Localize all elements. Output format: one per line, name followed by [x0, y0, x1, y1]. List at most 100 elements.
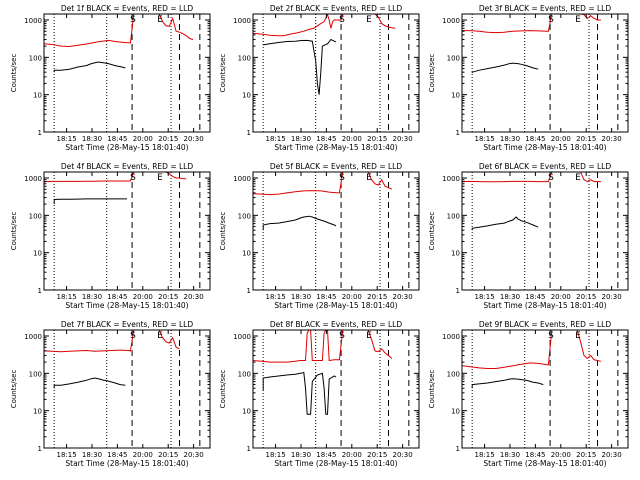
series-events-black [53, 61, 126, 73]
x-tick-label: 20:30 [393, 451, 413, 459]
x-tick-label: 20:15 [158, 451, 178, 459]
series-events-black [53, 377, 126, 389]
plot-frame [461, 171, 629, 291]
y-tick-label: 10 [33, 408, 42, 416]
x-axis-label: Start Time (28-May-15 18:01:40) [274, 143, 397, 152]
x-tick-label: 18:30 [82, 135, 102, 143]
x-tick-label: 20:30 [393, 135, 413, 143]
y-axis-label: Counts/sec [428, 370, 436, 409]
s-label: S [548, 331, 554, 341]
x-tick-label: 20:15 [158, 293, 178, 301]
detector-panel: Det 2f BLACK = Events, RED = LLD S E 18:15 1… [219, 4, 420, 152]
x-tick-label: 18:45 [525, 135, 545, 143]
y-tick-label: 1000 [233, 17, 251, 25]
y-tick-label: 1 [38, 287, 42, 295]
x-tick-label: 20:00 [551, 135, 571, 143]
plot-frame [43, 171, 211, 291]
series-group [462, 172, 601, 231]
x-tick-label: 18:30 [82, 293, 102, 301]
y-axis-label: Counts/sec [10, 370, 18, 409]
plot-frame [43, 13, 211, 133]
y-tick-label: 1 [247, 445, 251, 453]
marker-lines [53, 172, 201, 290]
panel-title: Det 1f BLACK = Events, RED = LLD [61, 4, 194, 13]
s-label: S [339, 173, 345, 183]
x-tick-label: 20:15 [576, 293, 596, 301]
x-tick-label: 20:30 [184, 293, 204, 301]
plot-frame [252, 329, 420, 449]
x-axis-label: Start Time (28-May-15 18:01:40) [65, 301, 188, 310]
series-events-black [471, 216, 539, 231]
panels-layer: Det 1f BLACK = Events, RED = LLD S E 18:15 1… [10, 4, 629, 468]
y-tick-label: 100 [238, 212, 251, 220]
x-axis-label: Start Time (28-May-15 18:01:40) [274, 301, 397, 310]
y-tick-label: 1000 [24, 175, 42, 183]
marker-lines [262, 172, 410, 290]
detector-panel: Det 5f BLACK = Events, RED = LLD S E 18:15 1… [219, 162, 420, 310]
plot-frame [43, 329, 211, 449]
x-tick-label: 18:15 [56, 293, 76, 301]
y-tick-label: 1 [247, 287, 251, 295]
series-group [462, 14, 601, 73]
series-group [462, 330, 602, 389]
series-lld-red [462, 14, 601, 34]
y-tick-label: 1 [456, 129, 460, 137]
y-tick-label: 100 [238, 370, 251, 378]
x-tick-label: 18:45 [107, 451, 127, 459]
x-tick-label: 20:00 [133, 293, 153, 301]
series-lld-red [44, 14, 194, 48]
x-tick-label: 20:30 [184, 135, 204, 143]
y-tick-label: 10 [242, 408, 251, 416]
e-label: E [157, 173, 163, 183]
detector-panel: Det 3f BLACK = Events, RED = LLD S E 18:15 1… [428, 4, 629, 152]
e-label: E [575, 173, 581, 183]
series-events-black [262, 371, 337, 415]
y-tick-label: 1 [247, 129, 251, 137]
plot-frame [252, 171, 420, 291]
series-lld-red [253, 172, 393, 196]
s-label: S [548, 15, 554, 25]
marker-lines [471, 14, 619, 132]
panel-title: Det 7f BLACK = Events, RED = LLD [61, 320, 194, 329]
x-tick-label: 18:45 [107, 293, 127, 301]
x-tick-label: 18:15 [474, 293, 494, 301]
y-tick-label: 100 [447, 212, 460, 220]
y-tick-label: 100 [29, 54, 42, 62]
e-label: E [157, 15, 163, 25]
series-group [253, 330, 393, 415]
x-tick-label: 18:30 [500, 135, 520, 143]
x-tick-label: 20:00 [133, 135, 153, 143]
marker-lines [262, 14, 410, 132]
x-tick-label: 20:30 [602, 293, 622, 301]
e-label: E [157, 331, 163, 341]
x-tick-label: 20:00 [133, 451, 153, 459]
y-tick-label: 10 [33, 250, 42, 258]
plot-frame [461, 329, 629, 449]
x-tick-label: 18:30 [500, 451, 520, 459]
x-tick-label: 20:15 [576, 451, 596, 459]
x-tick-label: 20:00 [551, 293, 571, 301]
x-axis-label: Start Time (28-May-15 18:01:40) [483, 459, 606, 468]
panel-title: Det 4f BLACK = Events, RED = LLD [61, 162, 194, 171]
e-label: E [366, 15, 372, 25]
series-lld-red [462, 172, 601, 183]
x-tick-label: 20:00 [551, 451, 571, 459]
e-label: E [366, 331, 372, 341]
y-tick-label: 10 [451, 92, 460, 100]
y-axis-label: Counts/sec [10, 54, 18, 93]
detector-panel: Det 4f BLACK = Events, RED = LLD S E 18:15 1… [10, 162, 211, 310]
x-tick-label: 20:00 [342, 451, 362, 459]
x-tick-label: 18:30 [82, 451, 102, 459]
series-group [253, 14, 396, 95]
x-tick-label: 18:30 [500, 293, 520, 301]
y-tick-label: 10 [451, 408, 460, 416]
s-label: S [130, 15, 136, 25]
x-tick-label: 18:30 [291, 135, 311, 143]
y-axis-label: Counts/sec [428, 212, 436, 251]
x-axis-label: Start Time (28-May-15 18:01:40) [65, 459, 188, 468]
y-axis-label: Counts/sec [219, 54, 227, 93]
x-tick-label: 20:15 [158, 135, 178, 143]
x-axis-label: Start Time (28-May-15 18:01:40) [483, 301, 606, 310]
series-group [44, 330, 180, 389]
